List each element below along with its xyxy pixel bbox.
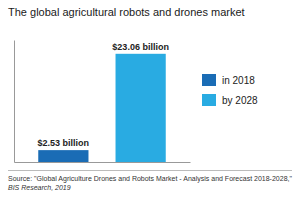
- chart: The global agricultural robots and drone…: [0, 0, 300, 170]
- title: The global agricultural robots and drone…: [8, 6, 245, 18]
- legend-label: in 2018: [222, 75, 255, 86]
- legend-swatch: [202, 94, 216, 106]
- footer: Source: "Global Agriculture Drones and R…: [8, 170, 292, 192]
- bar: [116, 54, 166, 162]
- y-axis-line: [14, 41, 15, 163]
- legend-item: in 2018: [202, 74, 255, 86]
- source-note: BIS Research, 2019: [8, 183, 292, 192]
- legend-item: by 2028: [202, 94, 258, 106]
- bars: [38, 54, 165, 162]
- bar: [38, 150, 88, 162]
- legend-swatch: [202, 74, 216, 86]
- x-axis-line: [15, 162, 191, 163]
- y-axis: [14, 41, 15, 163]
- data-label: $2.53 billion: [38, 138, 90, 148]
- legend-label: by 2028: [222, 95, 258, 106]
- legend: in 2018 by 2028: [202, 74, 258, 106]
- source-note: Source: "Global Agriculture Drones and R…: [8, 174, 292, 183]
- x-axis: [15, 162, 191, 163]
- data-label: $23.06 billion: [112, 42, 169, 52]
- data-labels: $2.53 billion $23.06 billion: [38, 42, 169, 148]
